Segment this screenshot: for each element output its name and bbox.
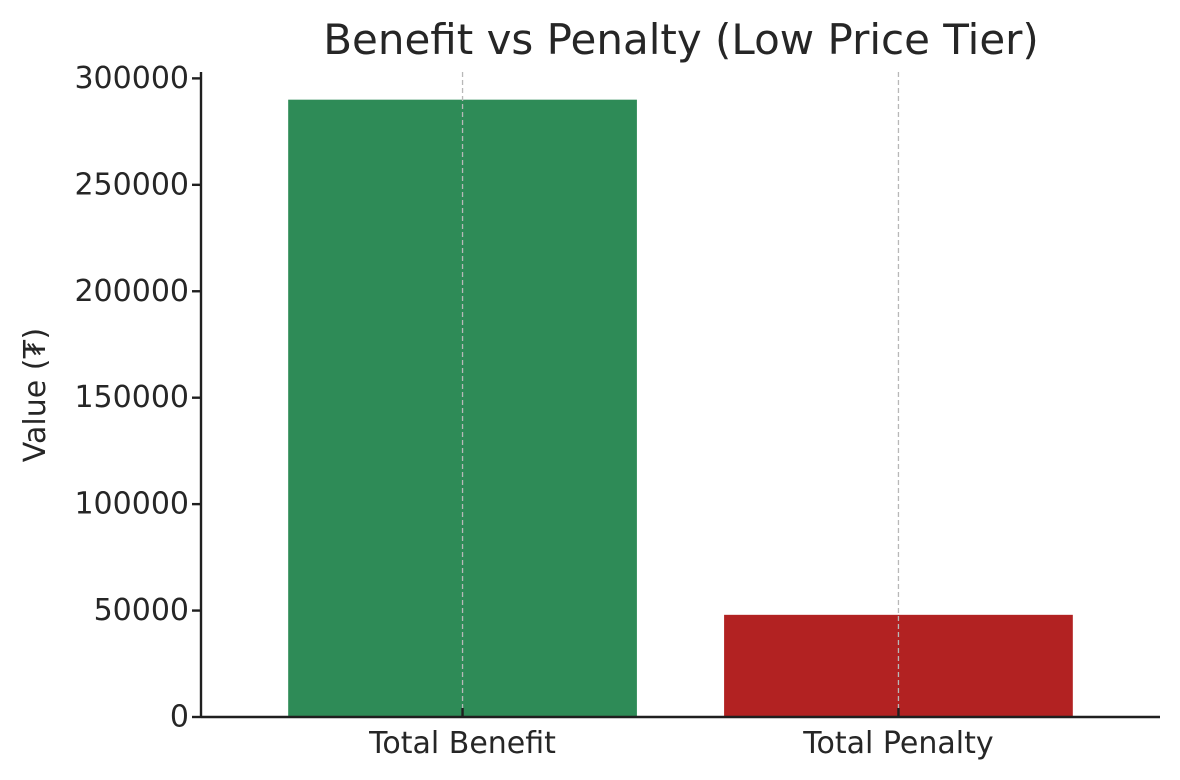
- bars: [288, 99, 1073, 717]
- y-tick-label: 100000: [74, 487, 189, 522]
- x-tick-label: Total Benefit: [368, 726, 556, 761]
- x-ticks: Total Benefit Total Penalty: [368, 708, 994, 761]
- y-tick-label: 0: [170, 700, 189, 735]
- y-tick-label: 300000: [74, 61, 189, 96]
- y-tick-label: 200000: [74, 274, 189, 309]
- y-tick-label: 150000: [74, 380, 189, 415]
- chart-title: Benefit vs Penalty (Low Price Tier): [323, 15, 1039, 64]
- y-ticks: 0 50000 100000 150000 200000 250000 300000: [74, 61, 201, 735]
- grid-lines-front: [461, 72, 900, 717]
- y-tick-label: 50000: [94, 593, 189, 628]
- x-tick-label: Total Penalty: [802, 726, 993, 761]
- y-axis-label: Value (₮): [18, 328, 53, 462]
- y-tick-label: 250000: [74, 167, 189, 202]
